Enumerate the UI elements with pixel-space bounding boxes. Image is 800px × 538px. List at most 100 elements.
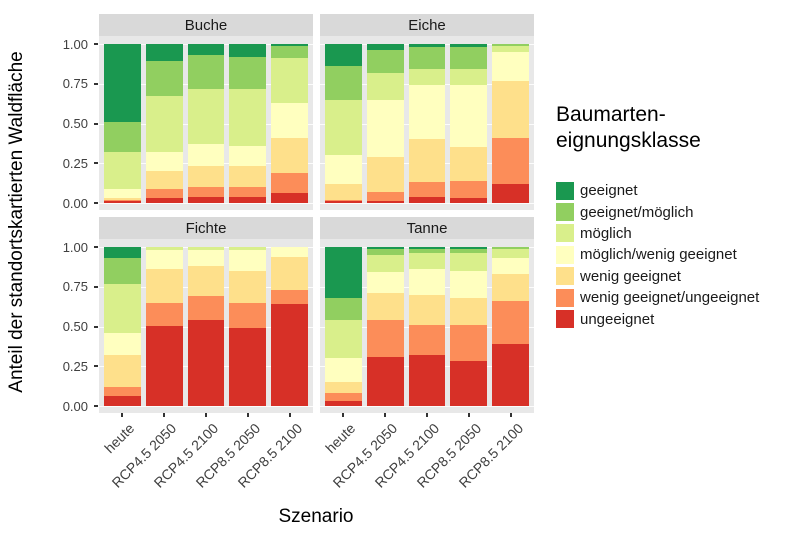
y-tick-mark — [94, 43, 98, 45]
bar-segment-möglich — [104, 152, 141, 189]
gridline — [99, 203, 313, 204]
bar-segment-möglich — [450, 69, 488, 86]
legend-title-line2: eignungsklasse — [556, 129, 701, 152]
bar-segment-möglich-wenig-geeignet — [450, 85, 488, 148]
bar-segment-geeignet-möglich — [271, 45, 308, 59]
bar-segment-ungeeignet — [450, 198, 488, 203]
bar-segment-geeignet — [145, 44, 183, 62]
bar-segment-möglich — [450, 253, 488, 271]
bar-segment-ungeeignet — [145, 326, 183, 406]
legend-swatch-wenig-geeignet-ungeeignet — [556, 288, 574, 307]
stacked-bar-tanne-rcp4-5-2050 — [366, 247, 404, 406]
bar-segment-wenig-geeignet-ungeeignet — [325, 199, 362, 202]
bar-segment-ungeeignet — [450, 361, 488, 406]
bar-segment-geeignet — [229, 44, 267, 57]
bar-segment-geeignet-möglich — [450, 248, 488, 254]
bar-segment-ungeeignet — [229, 328, 267, 406]
stacked-bar-buche-rcp8-5-2100 — [271, 44, 308, 203]
bar-segment-möglich-wenig-geeignet — [325, 358, 362, 383]
bar-segment-wenig-geeignet — [450, 147, 488, 181]
facet-strip-eiche: Eiche — [320, 14, 534, 36]
bar-segment-möglich — [229, 88, 267, 146]
x-tick-mark — [426, 413, 428, 417]
bar-segment-möglich-wenig-geeignet — [408, 269, 446, 295]
bar-segment-wenig-geeignet-ungeeignet — [187, 296, 225, 321]
legend-item-wenig-geeignet: wenig geeignet — [556, 266, 800, 287]
x-tick-mark — [288, 413, 291, 417]
gridline — [320, 406, 534, 407]
stacked-bar-buche-rcp8-5-2050 — [229, 44, 267, 203]
stacked-bar-eiche-rcp4-5-2100 — [408, 44, 446, 203]
bar-area — [104, 44, 308, 203]
legend-swatch-ungeeignet — [556, 310, 574, 329]
bar-segment-wenig-geeignet-ungeeignet — [492, 301, 529, 344]
stacked-bar-eiche-rcp4-5-2050 — [366, 44, 404, 203]
bar-segment-ungeeignet — [187, 196, 225, 203]
bar-segment-wenig-geeignet — [325, 183, 362, 200]
stacked-bar-tanne-rcp8-5-2050 — [450, 247, 488, 406]
x-tick-mark — [509, 413, 512, 417]
y-tick-mark — [94, 202, 98, 204]
bar-segment-geeignet — [325, 44, 362, 67]
bar-segment-geeignet — [187, 44, 225, 56]
bar-segment-möglich — [408, 69, 446, 86]
bar-segment-wenig-geeignet — [408, 139, 446, 183]
bar-segment-ungeeignet — [408, 355, 446, 406]
y-tick-label: 1.00 — [62, 239, 88, 255]
x-tick-mark — [384, 413, 387, 417]
bar-segment-wenig-geeignet-ungeeignet — [366, 191, 404, 202]
bar-segment-geeignet-möglich — [104, 258, 141, 284]
y-tick-mark — [94, 365, 98, 368]
bar-segment-geeignet-möglich — [187, 55, 225, 89]
bar-segment-ungeeignet — [325, 401, 362, 406]
facet-strip-tanne: Tanne — [320, 217, 534, 239]
x-axis-title: Szenario — [278, 506, 354, 527]
bar-segment-geeignet — [408, 247, 446, 249]
bar-segment-möglich — [325, 99, 362, 156]
bar-segment-geeignet-möglich — [492, 247, 529, 249]
bar-segment-möglich-wenig-geeignet — [492, 51, 529, 81]
facet-panel-buche — [99, 36, 313, 210]
bar-segment-wenig-geeignet-ungeeignet — [408, 324, 446, 356]
y-tick-label: 0.50 — [62, 319, 88, 334]
legend-title-line1: Baumarten- — [556, 103, 666, 126]
legend-item-label: wenig geeignet/ungeeignet — [580, 289, 760, 307]
bar-segment-wenig-geeignet — [104, 355, 141, 387]
bar-segment-wenig-geeignet — [145, 269, 183, 303]
bar-area — [325, 44, 529, 203]
bar-segment-geeignet-möglich — [408, 47, 446, 70]
bar-segment-geeignet-möglich — [325, 297, 362, 321]
stacked-bar-buche-heute — [104, 44, 141, 203]
bar-segment-wenig-geeignet — [366, 156, 404, 192]
bar-segment-möglich-wenig-geeignet — [408, 85, 446, 140]
y-tick-mark — [94, 162, 98, 165]
bar-segment-geeignet-möglich — [492, 44, 529, 46]
bar-segment-möglich — [492, 248, 529, 259]
x-tick-mark — [163, 413, 166, 417]
bar-segment-wenig-geeignet — [492, 80, 529, 138]
bar-segment-ungeeignet — [145, 198, 183, 203]
bar-segment-wenig-geeignet-ungeeignet — [408, 182, 446, 197]
bar-segment-wenig-geeignet — [325, 382, 362, 394]
y-tick-mark — [94, 246, 98, 248]
bar-segment-möglich — [271, 58, 308, 103]
bar-segment-geeignet — [450, 44, 488, 48]
bar-segment-möglich-wenig-geeignet — [271, 102, 308, 138]
x-tick-mark — [121, 413, 124, 417]
bar-segment-geeignet — [271, 44, 308, 46]
bar-segment-wenig-geeignet — [104, 198, 141, 200]
stacked-bar-fichte-rcp4-5-2100 — [187, 247, 225, 406]
bar-segment-möglich — [145, 96, 183, 153]
legend-swatch-möglich-wenig-geeignet — [556, 245, 574, 264]
facet-strip-fichte: Fichte — [99, 217, 313, 239]
y-tick-label: 0.25 — [62, 155, 88, 171]
legend-item-label: möglich/wenig geeignet — [580, 246, 737, 264]
bar-segment-möglich-wenig-geeignet — [450, 270, 488, 298]
bar-segment-wenig-geeignet-ungeeignet — [271, 289, 308, 305]
bar-segment-ungeeignet — [229, 196, 267, 203]
bar-segment-wenig-geeignet-ungeeignet — [229, 302, 267, 329]
bar-segment-möglich-wenig-geeignet — [145, 152, 183, 172]
bar-segment-wenig-geeignet — [271, 137, 308, 173]
y-tick-mark — [94, 82, 98, 85]
legend-item-label: möglich — [580, 224, 632, 242]
